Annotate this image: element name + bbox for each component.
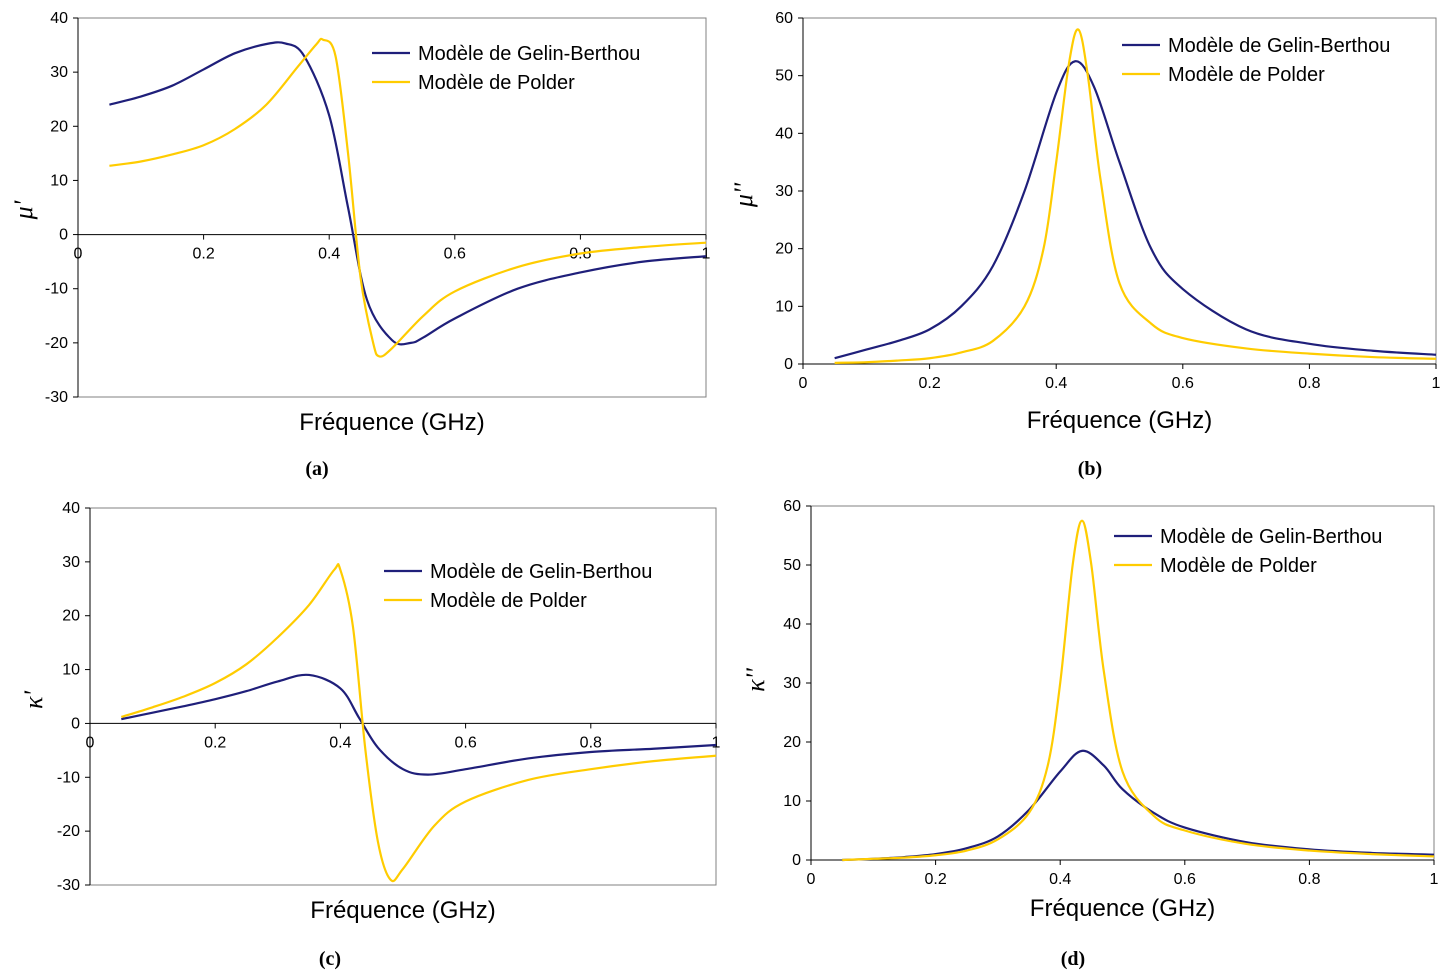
y-tick-label: 10 bbox=[62, 662, 80, 679]
series-line-gelin-berthou bbox=[109, 41, 707, 346]
y-axis-label: μ' bbox=[9, 200, 38, 220]
x-tick-label: 0.4 bbox=[329, 734, 351, 751]
y-axis-label: κ'' bbox=[741, 668, 770, 692]
series-line-gelin-berthou bbox=[842, 749, 1435, 862]
x-tick-label: 0.6 bbox=[454, 734, 476, 751]
x-tick-label: 0 bbox=[807, 871, 816, 888]
figure-caption: (b) bbox=[1078, 458, 1102, 480]
legend-label: Modèle de Polder bbox=[1168, 64, 1325, 86]
y-tick-label: 20 bbox=[775, 241, 793, 258]
y-tick-label: -10 bbox=[45, 281, 68, 298]
legend: Modèle de Gelin-Berthou Modèle de Polder bbox=[1122, 35, 1390, 86]
x-tick-label: 0 bbox=[86, 734, 95, 751]
x-axis-label: Fréquence (GHz) bbox=[1030, 895, 1215, 922]
series-line-polder bbox=[834, 28, 1437, 364]
legend-label: Modèle de Polder bbox=[418, 72, 575, 94]
x-axis-label: Fréquence (GHz) bbox=[310, 897, 495, 924]
y-tick-label: 40 bbox=[775, 125, 793, 142]
series-line-polder bbox=[109, 37, 707, 358]
x-tick-label: 0.8 bbox=[580, 734, 602, 751]
x-tick-label: 1 bbox=[702, 246, 711, 263]
y-tick-label: 10 bbox=[50, 172, 68, 189]
y-tick-label: 0 bbox=[792, 852, 801, 869]
y-tick-label: 40 bbox=[50, 10, 68, 27]
y-tick-label: 40 bbox=[62, 500, 80, 517]
series-line-gelin-berthou bbox=[121, 673, 717, 776]
y-tick-label: 0 bbox=[71, 715, 80, 732]
legend-label: Modèle de Gelin-Berthou bbox=[418, 43, 640, 65]
chart-b: 60 50 40 30 20 10 00 0.2 0.4 0.6 0.8 1 Modèle de Gel… bbox=[729, 10, 1441, 480]
x-tick-label: 0.8 bbox=[1298, 871, 1320, 888]
y-tick-label: -10 bbox=[57, 769, 80, 786]
x-tick-label: 0.2 bbox=[204, 734, 226, 751]
y-tick-label: 60 bbox=[783, 498, 801, 515]
x-axis-label: Fréquence (GHz) bbox=[1027, 407, 1212, 434]
x-axis-label: Fréquence (GHz) bbox=[299, 409, 484, 436]
y-tick-label: -20 bbox=[57, 823, 80, 840]
x-tick-label: 1 bbox=[1430, 871, 1439, 888]
y-axis-label: μ'' bbox=[729, 182, 758, 208]
y-tick-label: 0 bbox=[784, 356, 793, 373]
y-tick-label: -30 bbox=[57, 877, 80, 894]
legend-label: Modèle de Polder bbox=[430, 590, 587, 612]
plot-area bbox=[810, 505, 1435, 861]
y-tick-label: 50 bbox=[783, 557, 801, 574]
x-tick-label: 0.2 bbox=[918, 375, 940, 392]
x-tick-label: 0 bbox=[74, 246, 83, 263]
x-tick-label: 0.2 bbox=[192, 246, 214, 263]
x-tick-label: 0.2 bbox=[924, 871, 946, 888]
y-tick-label: 60 bbox=[775, 10, 793, 27]
y-tick-label: 20 bbox=[62, 608, 80, 625]
x-tick-label: 1 bbox=[1432, 375, 1441, 392]
y-tick-label: 10 bbox=[775, 298, 793, 315]
x-tick-label: 0 bbox=[799, 375, 808, 392]
series-line-gelin-berthou bbox=[834, 60, 1437, 360]
chart-c: 40 30 20 10 0 -10 -20 -30 0 0.2 0.4 0.6 0.8 1 Modèle d… bbox=[19, 500, 721, 970]
y-tick-label: 40 bbox=[783, 616, 801, 633]
x-tick-label: 0.6 bbox=[444, 246, 466, 263]
x-tick-label: 0.6 bbox=[1172, 375, 1194, 392]
plot-area bbox=[802, 17, 1437, 365]
y-tick-label: 0 bbox=[59, 227, 68, 244]
legend: Modèle de Gelin-Berthou Modèle de Polder bbox=[372, 43, 640, 94]
series-line-polder bbox=[120, 563, 717, 883]
x-tick-label: 0.6 bbox=[1174, 871, 1196, 888]
y-tick-label: 30 bbox=[62, 554, 80, 571]
legend-label: Modèle de Gelin-Berthou bbox=[1160, 526, 1382, 548]
y-tick-label: 20 bbox=[50, 118, 68, 135]
y-tick-label: 30 bbox=[50, 64, 68, 81]
x-tick-label: 0.4 bbox=[318, 246, 340, 263]
figure-caption: (a) bbox=[305, 458, 328, 480]
y-tick-label: -20 bbox=[45, 335, 68, 352]
legend-label: Modèle de Polder bbox=[1160, 555, 1317, 577]
y-tick-label: 10 bbox=[783, 793, 801, 810]
legend-label: Modèle de Gelin-Berthou bbox=[1168, 35, 1390, 57]
y-tick-label: 30 bbox=[783, 675, 801, 692]
x-tick-label: 0.4 bbox=[1045, 375, 1067, 392]
legend-label: Modèle de Gelin-Berthou bbox=[430, 561, 652, 583]
figure-caption: (d) bbox=[1061, 948, 1085, 970]
x-tick-label: 0.4 bbox=[1049, 871, 1071, 888]
y-tick-label: 50 bbox=[775, 68, 793, 85]
legend: Modèle de Gelin-Berthou Modèle de Polder bbox=[1114, 526, 1382, 577]
figure-caption: (c) bbox=[319, 948, 341, 970]
y-axis-label: κ' bbox=[19, 691, 48, 709]
x-tick-label: 0.8 bbox=[1298, 375, 1320, 392]
series-line-polder bbox=[842, 519, 1435, 862]
legend: Modèle de Gelin-Berthou Modèle de Polder bbox=[384, 561, 652, 612]
y-tick-label: 20 bbox=[783, 734, 801, 751]
chart-d: 60 50 40 30 20 10 00 0.2 0.4 0.6 0.8 1 Modèle de Gel… bbox=[741, 498, 1439, 970]
y-tick-label: -30 bbox=[45, 389, 68, 406]
x-tick-label: 1 bbox=[712, 734, 721, 751]
y-tick-label: 30 bbox=[775, 183, 793, 200]
